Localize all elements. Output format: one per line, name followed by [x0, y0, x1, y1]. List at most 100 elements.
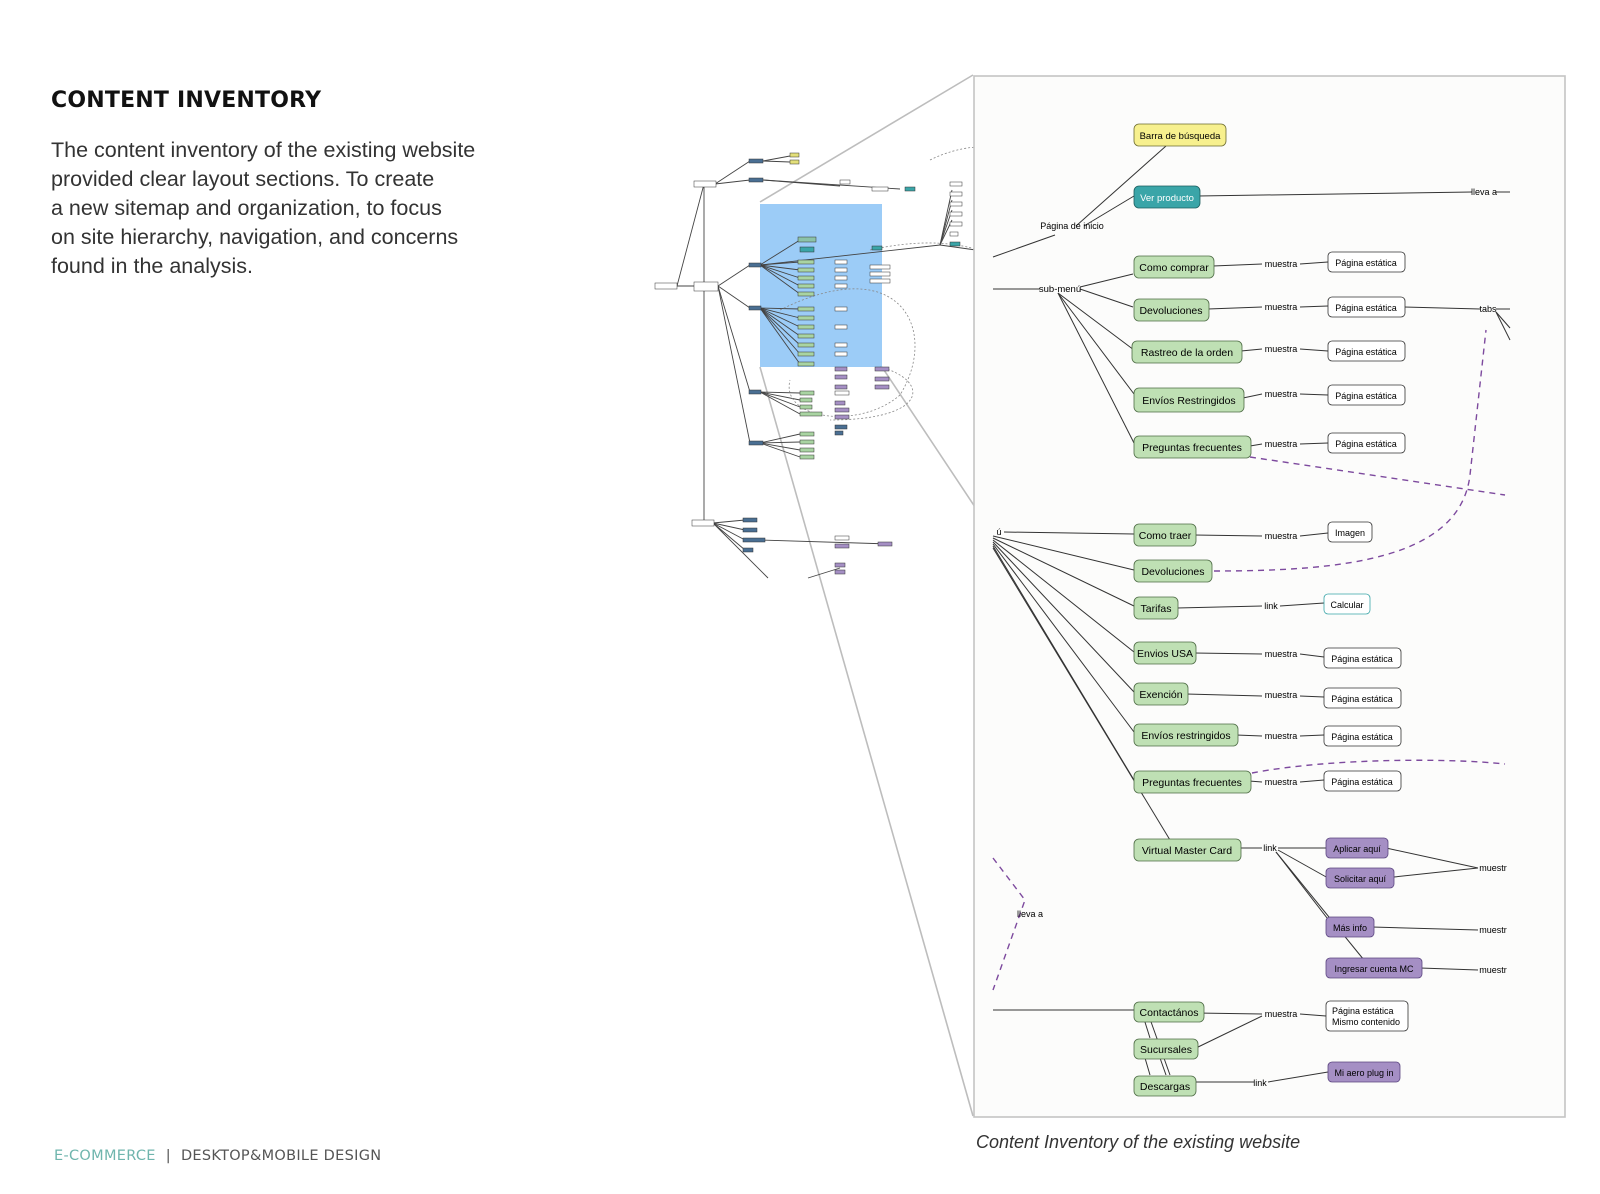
node-devoluciones: Devoluciones [1133, 559, 1213, 583]
label-link: link [1263, 843, 1277, 853]
svg-text:Página estática: Página estática [1331, 777, 1393, 787]
svg-text:Como comprar: Como comprar [1139, 262, 1209, 274]
label-link: link [1264, 601, 1278, 611]
svg-text:Envios USA: Envios USA [1137, 648, 1193, 660]
node-pagina-estatica: Página estática [1327, 296, 1406, 318]
node-barra-busqueda: Barra de búsqueda [1133, 123, 1227, 147]
svg-text:Ingresar cuenta MC: Ingresar cuenta MC [1334, 964, 1414, 974]
svg-text:Página estática: Página estática [1335, 439, 1397, 449]
node-rastreo-orden: Rastreo de la orden [1131, 340, 1243, 364]
label-tabs: tabs [1479, 304, 1497, 314]
intro-line: a new sitemap and organization, to focus [51, 196, 442, 220]
label-muestra: muestra [1265, 389, 1298, 399]
node-tarifas: Tarifas [1133, 596, 1179, 620]
zoom-dashed-links [992, 329, 1506, 991]
svg-text:Devoluciones: Devoluciones [1139, 305, 1202, 317]
label-muestra-fragment: muestr [1479, 965, 1507, 975]
label-muestra: muestra [1265, 439, 1298, 449]
node-pagina-estatica: Página estática [1323, 647, 1402, 669]
node-mas-info: Más info [1325, 916, 1375, 938]
label-muestra: muestra [1265, 259, 1298, 269]
node-contactanos: Contactános [1133, 1001, 1205, 1023]
intro-line: found in the analysis. [51, 254, 253, 278]
footer-category: E-COMMERCE [54, 1148, 156, 1164]
svg-text:Imagen: Imagen [1335, 528, 1365, 538]
svg-text:Virtual Master Card: Virtual Master Card [1142, 845, 1232, 857]
node-ingresar-cuenta-mc: Ingresar cuenta MC [1325, 957, 1423, 979]
svg-text:Como traer: Como traer [1139, 530, 1192, 542]
overview-tree-lines [676, 155, 991, 579]
label-pagina-inicio: Página de inicio [1040, 221, 1104, 231]
svg-text:Devoluciones: Devoluciones [1141, 566, 1204, 578]
node-imagen: Imagen [1327, 521, 1373, 543]
svg-text:Contactános: Contactános [1140, 1007, 1199, 1019]
zoom-frame [973, 75, 1566, 1118]
intro-line: The content inventory of the existing we… [51, 138, 476, 162]
node-pagina-estatica: Página estática [1327, 384, 1406, 406]
svg-text:Exención: Exención [1139, 689, 1182, 701]
label-muestra: muestra [1265, 302, 1298, 312]
svg-text:Página estática: Página estática [1331, 732, 1393, 742]
node-pagina-estatica-mismo-contenido: Página estática Mismo contenido [1325, 1000, 1409, 1032]
svg-text:Envíos restringidos: Envíos restringidos [1141, 730, 1230, 742]
intro-line: provided clear layout sections. To creat… [51, 167, 435, 191]
svg-text:Página estática: Página estática [1335, 258, 1397, 268]
node-envios-restringidos-2: Envíos restringidos [1133, 723, 1239, 747]
node-envios-restringidos: Envíos Restringidos [1133, 387, 1245, 413]
svg-text:Mismo contenido: Mismo contenido [1332, 1017, 1400, 1027]
label-muestra: muestra [1265, 344, 1298, 354]
svg-text:Página estática: Página estática [1332, 1006, 1394, 1016]
label-muestra: muestra [1265, 649, 1298, 659]
label-muestra-fragment: muestr [1479, 925, 1507, 935]
svg-text:Ver producto: Ver producto [1140, 193, 1194, 204]
intro-paragraph: The content inventory of the existing we… [51, 136, 521, 281]
node-pagina-estatica: Página estática [1323, 687, 1402, 709]
node-pagina-estatica: Página estática [1323, 770, 1402, 792]
label-muestra: muestra [1265, 731, 1298, 741]
node-mi-aero-plug-in: Mi aero plug in [1327, 1061, 1401, 1083]
svg-text:Rastreo de la orden: Rastreo de la orden [1141, 347, 1233, 359]
intro-line: on site hierarchy, navigation, and conce… [51, 225, 459, 249]
zoom-connector-lines [992, 145, 1511, 1083]
label-link: link [1253, 1078, 1267, 1088]
label-menu-fragment: ú [996, 527, 1001, 537]
label-muestra: muestra [1265, 531, 1298, 541]
footer-separator: | [165, 1148, 171, 1164]
svg-text:Página estática: Página estática [1335, 303, 1397, 313]
svg-text:Preguntas frecuentes: Preguntas frecuentes [1142, 442, 1242, 454]
node-envios-usa: Envios USA [1133, 641, 1197, 665]
svg-text:Solicitar aquí: Solicitar aquí [1334, 874, 1387, 884]
zoom-projection-lines [759, 74, 978, 1117]
node-pagina-estatica: Página estática [1327, 340, 1406, 362]
node-pagina-estatica: Página estática [1327, 432, 1406, 454]
svg-text:Sucursales: Sucursales [1140, 1044, 1192, 1056]
label-muestra: muestra [1265, 690, 1298, 700]
svg-text:Página estática: Página estática [1331, 654, 1393, 664]
node-calcular: Calcular [1323, 593, 1371, 615]
svg-text:Aplicar aquí: Aplicar aquí [1333, 844, 1381, 854]
svg-text:Más info: Más info [1333, 923, 1367, 933]
section-heading: CONTENT INVENTORY [51, 88, 322, 113]
node-pagina-estatica: Página estática [1323, 725, 1402, 747]
footer: E-COMMERCE | DESKTOP&MOBILE DESIGN [54, 1148, 381, 1164]
svg-text:Página estática: Página estática [1335, 391, 1397, 401]
svg-text:Descargas: Descargas [1140, 1081, 1190, 1093]
svg-text:Página estática: Página estática [1335, 347, 1397, 357]
label-sub-menu: sub-menú [1039, 284, 1081, 295]
svg-text:Tarifas: Tarifas [1141, 603, 1172, 615]
label-muestra: muestra [1265, 1009, 1298, 1019]
node-descargas: Descargas [1133, 1075, 1197, 1097]
node-aplicar-aqui: Aplicar aquí [1325, 837, 1389, 859]
footer-subtitle: DESKTOP&MOBILE DESIGN [180, 1148, 382, 1164]
node-sucursales: Sucursales [1133, 1038, 1199, 1060]
label-lleva-a: lleva a [1017, 909, 1043, 919]
svg-text:Mi aero plug in: Mi aero plug in [1334, 1068, 1393, 1078]
node-preguntas-frecuentes-2: Preguntas frecuentes [1133, 770, 1252, 794]
node-como-comprar: Como comprar [1133, 255, 1215, 279]
node-como-traer: Como traer [1133, 523, 1197, 547]
svg-text:Envíos Restringidos: Envíos Restringidos [1142, 395, 1235, 407]
svg-text:Calcular: Calcular [1330, 600, 1363, 610]
zoom-detail-panel: Barra de búsqueda Ver producto lleva a P… [973, 75, 1566, 1118]
svg-text:Página estática: Página estática [1331, 694, 1393, 704]
